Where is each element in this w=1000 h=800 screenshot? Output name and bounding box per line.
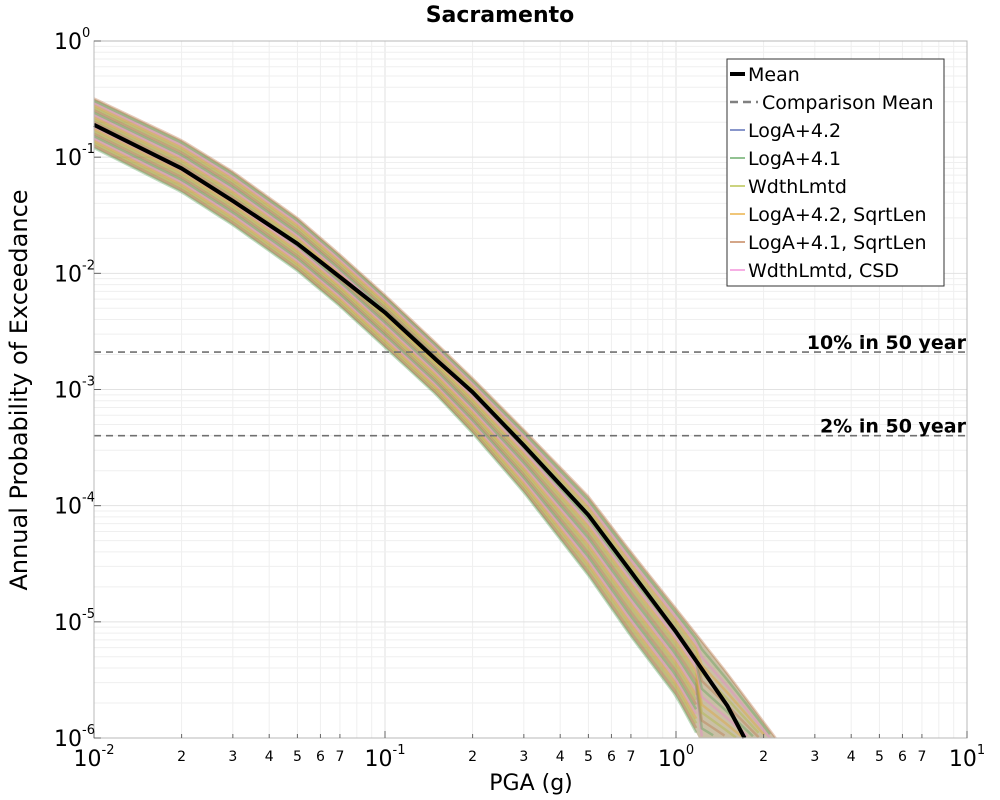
y-major-tick-label: 10-5 bbox=[54, 607, 95, 636]
tick-base: 10 bbox=[54, 611, 82, 636]
tick-base: 10 bbox=[54, 146, 82, 171]
y-major-tick-label: 10-1 bbox=[54, 142, 95, 171]
y-major-tick-label: 100 bbox=[54, 26, 90, 55]
legend-entry-label: LogA+4.1, SqrtLen bbox=[748, 232, 927, 254]
model-branch-curve bbox=[93, 135, 698, 710]
model-branch-curve bbox=[93, 146, 698, 734]
x-minor-tick-label: 2 bbox=[468, 749, 477, 765]
tick-exponent: 0 bbox=[686, 743, 694, 758]
x-major-tick-label: 10-1 bbox=[365, 743, 406, 772]
tick-exponent: -6 bbox=[82, 723, 95, 738]
model-branch-curve bbox=[93, 104, 766, 736]
model-branch-curve bbox=[93, 116, 743, 738]
tick-base: 10 bbox=[54, 727, 82, 752]
model-branch-curve bbox=[93, 118, 737, 739]
tick-exponent: 1 bbox=[977, 743, 985, 758]
legend-box bbox=[726, 58, 945, 287]
reference-line-label: 10% in 50 year bbox=[807, 332, 967, 354]
legend-entry-label: Mean bbox=[748, 64, 800, 86]
tick-base: 10 bbox=[365, 747, 393, 772]
model-branch-curve bbox=[93, 127, 698, 696]
legend-entry-label: Comparison Mean bbox=[762, 92, 934, 114]
x-minor-tick-label: 4 bbox=[265, 749, 274, 765]
x-minor-tick-label: 3 bbox=[228, 749, 237, 765]
tick-base: 10 bbox=[658, 747, 686, 772]
tick-base: 10 bbox=[54, 30, 82, 55]
tick-exponent: -4 bbox=[82, 491, 95, 506]
model-branch-curve bbox=[93, 97, 777, 739]
tick-base: 10 bbox=[54, 262, 82, 287]
x-minor-tick-label: 2 bbox=[177, 749, 186, 765]
legend-entry-label: LogA+4.2, SqrtLen bbox=[748, 204, 927, 226]
model-branch-curve bbox=[93, 106, 760, 734]
reference-line-label: 2% in 50 year bbox=[820, 416, 967, 438]
model-branch-curve bbox=[93, 137, 698, 715]
grid-layer bbox=[93, 41, 967, 739]
x-minor-tick-label: 4 bbox=[556, 749, 565, 765]
tick-exponent: 0 bbox=[82, 26, 90, 41]
x-minor-tick-label: 3 bbox=[519, 749, 528, 765]
x-major-tick-label: 10-2 bbox=[74, 743, 115, 772]
x-minor-tick-label: 2 bbox=[759, 749, 768, 765]
chart-title: Sacramento bbox=[426, 3, 575, 28]
x-minor-tick-label: 3 bbox=[810, 749, 819, 765]
tick-base: 10 bbox=[54, 379, 82, 404]
legend-entry-label: LogA+4.2 bbox=[748, 120, 841, 142]
tick-base: 10 bbox=[74, 747, 102, 772]
model-branch-curve bbox=[93, 102, 771, 739]
model-branch-curve bbox=[93, 144, 698, 729]
tick-exponent: -2 bbox=[102, 743, 115, 758]
mean-curve-layer bbox=[93, 122, 747, 739]
model-band-fill bbox=[94, 98, 776, 738]
legend: Mean Comparison Mean LogA+4.2 LogA+4.1 WdthL… bbox=[726, 58, 945, 287]
tick-exponent: -2 bbox=[82, 258, 95, 273]
x-major-tick-label: 100 bbox=[658, 743, 694, 772]
x-minor-tick-label: 5 bbox=[293, 749, 302, 765]
x-minor-tick-label: 7 bbox=[335, 749, 344, 765]
model-branch-curve bbox=[93, 139, 698, 720]
x-minor-tick-label: 5 bbox=[584, 749, 593, 765]
legend-entry-label: WdthLmtd, CSD bbox=[748, 260, 899, 282]
legend-entry-label: WdthLmtd bbox=[748, 176, 847, 198]
model-branch-curve bbox=[93, 132, 698, 706]
model-branch-curve bbox=[93, 123, 714, 737]
y-axis-label: Annual Probability of Exceedance bbox=[5, 189, 33, 590]
x-minor-tick-label: 4 bbox=[847, 749, 856, 765]
x-axis-label: PGA (g) bbox=[489, 771, 573, 796]
tick-exponent: -1 bbox=[393, 743, 406, 758]
y-major-tick-label: 10-4 bbox=[54, 491, 95, 520]
x-major-tick-label: 101 bbox=[949, 743, 985, 772]
x-minor-tick-label: 6 bbox=[316, 749, 325, 765]
model-branch-curve bbox=[93, 142, 698, 724]
model-band bbox=[93, 97, 777, 739]
model-branch-curve bbox=[93, 99, 771, 735]
reference-lines: 10% in 50 year 2% in 50 year bbox=[94, 332, 967, 438]
tick-base: 10 bbox=[54, 495, 82, 520]
legend-entry-label: LogA+4.1 bbox=[748, 148, 841, 170]
x-minor-tick-label: 7 bbox=[626, 749, 635, 765]
mean-curve bbox=[93, 122, 747, 739]
y-major-tick-label: 10-2 bbox=[54, 258, 95, 287]
model-branch-curve bbox=[93, 120, 726, 737]
x-minor-tick-label: 6 bbox=[898, 749, 907, 765]
x-minor-tick-label: 7 bbox=[917, 749, 926, 765]
x-minor-tick-label: 6 bbox=[607, 749, 616, 765]
x-minor-tick-label: 5 bbox=[875, 749, 884, 765]
y-major-tick-label: 10-6 bbox=[54, 723, 95, 752]
tick-base: 10 bbox=[949, 747, 977, 772]
y-major-tick-label: 10-3 bbox=[54, 375, 95, 404]
tick-exponent: -5 bbox=[82, 607, 95, 622]
tick-exponent: -1 bbox=[82, 142, 95, 157]
tick-exponent: -3 bbox=[82, 375, 95, 390]
model-branch-curve bbox=[93, 130, 698, 701]
